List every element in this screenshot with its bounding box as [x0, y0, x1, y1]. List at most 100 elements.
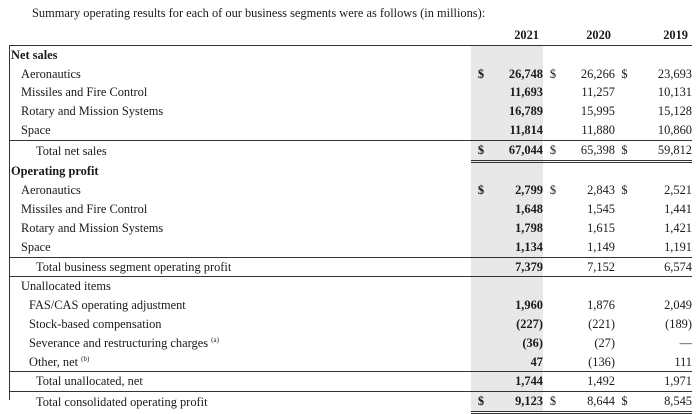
currency-symbol: $	[621, 183, 628, 198]
table-row: Other, net (b) 47 (136) 111	[9, 352, 692, 373]
row-label: Missiles and Fire Control	[21, 202, 148, 217]
value-2020: 1,545	[587, 202, 615, 217]
value-2020: 15,995	[580, 104, 615, 119]
value-2021: (36)	[491, 333, 543, 353]
table-row: Missiles and Fire Control 1,648 1,545 1,…	[9, 200, 692, 219]
value-2021: 16,789	[491, 102, 543, 121]
table-caption: Summary operating results for each of ou…	[32, 6, 486, 20]
value-2021: 1,798	[491, 218, 543, 238]
row-label: Aeronautics	[21, 183, 81, 198]
value-2020: 1,149	[563, 237, 615, 258]
value-2019: (189)	[665, 316, 692, 331]
value-2020: 1,492	[563, 371, 615, 393]
section-left-rule	[9, 157, 10, 269]
value-2019: 10,131	[657, 85, 692, 100]
table-row: Rotary and Mission Systems 1,798 1,615 1…	[9, 218, 692, 238]
section-left-rule	[9, 269, 10, 400]
currency-symbol: $	[615, 140, 634, 163]
currency-symbol: $	[471, 181, 491, 201]
value-2019: 59,812	[634, 140, 692, 163]
value-2020: 26,266	[580, 66, 615, 81]
table-row: Severance and restructuring charges (a) …	[9, 333, 692, 353]
value-2019: 2,521	[664, 183, 692, 198]
row-label: Total business segment operating profit	[9, 257, 471, 278]
value-2021: 2,799	[491, 181, 543, 201]
value-2020: 1,615	[587, 220, 615, 235]
currency-symbol: $	[471, 391, 491, 414]
row-label: Missiles and Fire Control	[21, 85, 148, 100]
table-row: Missiles and Fire Control 11,693 11,257 …	[9, 83, 692, 103]
currency-symbol: $	[621, 66, 628, 81]
value-2021: (227)	[491, 314, 543, 334]
section-heading-row: Operating profit	[9, 161, 692, 182]
table-row: Aeronautics $ 2,799 $ 2,843 $ 2,521	[9, 181, 692, 201]
value-2021: 1,744	[491, 371, 543, 393]
currency-symbol: $	[543, 391, 563, 414]
header-row: 2021 2020 2019	[9, 26, 692, 46]
value-2021: 47	[491, 352, 543, 373]
table-row: Space 11,814 11,880 10,860	[9, 120, 692, 141]
row-label: Total unallocated, net	[9, 371, 471, 393]
total-row: Total unallocated, net 1,744 1,492 1,971	[9, 371, 692, 393]
value-2020: 11,880	[563, 120, 615, 141]
col-header-2021: 2021	[471, 26, 543, 46]
currency-symbol: $	[471, 64, 491, 84]
total-row: Total net sales $ 67,044 $ 65,398 $ 59,8…	[9, 140, 692, 163]
value-2020: 65,398	[563, 140, 615, 163]
table-row: Rotary and Mission Systems 16,789 15,995…	[9, 102, 692, 121]
section-heading-row: Net sales	[9, 45, 692, 65]
footnote-marker: (b)	[81, 354, 90, 363]
value-2020: 2,843	[587, 183, 615, 198]
value-2019: 111	[634, 352, 692, 373]
value-2020: 8,644	[563, 391, 615, 414]
row-label: Rotary and Mission Systems	[21, 104, 164, 119]
value-2020: 11,257	[581, 85, 615, 100]
row-label: Total consolidated operating profit	[36, 394, 208, 409]
value-2021: 9,123	[491, 391, 543, 414]
value-2021: 67,044	[491, 140, 543, 163]
row-label: Space	[9, 120, 471, 141]
total-row: Total business segment operating profit …	[9, 257, 692, 278]
section-heading: Unallocated items	[21, 279, 111, 294]
table-row: FAS/CAS operating adjustment 1,960 1,876…	[9, 296, 692, 315]
row-label: Total net sales	[36, 143, 107, 158]
value-2019: 23,693	[657, 66, 692, 81]
section-heading: Net sales	[11, 47, 58, 62]
value-2020: (221)	[588, 316, 615, 331]
value-2021: 11,814	[491, 120, 543, 141]
table-row: Aeronautics $ 26,748 $ 26,266 $ 23,693	[9, 64, 692, 84]
currency-symbol: $	[543, 140, 563, 163]
value-2019: 1,421	[664, 220, 692, 235]
value-2021: 1,134	[491, 237, 543, 258]
table-row: Stock-based compensation (227) (221) (18…	[9, 314, 692, 334]
value-2019: 1,441	[664, 202, 692, 217]
section-heading: Operating profit	[11, 163, 99, 178]
value-2019: 15,128	[657, 104, 692, 119]
currency-symbol: $	[615, 391, 634, 414]
currency-symbol: $	[549, 66, 557, 81]
row-label: Severance and restructuring charges	[29, 335, 209, 350]
value-2020: 1,876	[587, 298, 615, 313]
value-2019: 6,574	[634, 257, 692, 278]
value-2021: 26,748	[491, 64, 543, 84]
row-label: Other, net	[29, 354, 79, 369]
row-label: Aeronautics	[21, 66, 81, 81]
value-2020: 7,152	[563, 257, 615, 278]
value-2019: 8,545	[634, 391, 692, 414]
value-2019: 10,860	[634, 120, 692, 141]
value-2019: 1,191	[634, 237, 692, 258]
row-label: Rotary and Mission Systems	[21, 220, 164, 235]
col-header-2020: 2020	[543, 26, 615, 46]
currency-symbol: $	[471, 140, 491, 163]
table-row: Space 1,134 1,149 1,191	[9, 237, 692, 258]
col-header-2019: 2019	[615, 26, 692, 46]
value-2020: (27)	[594, 335, 615, 350]
footnote-marker: (a)	[211, 335, 219, 344]
currency-symbol: $	[549, 183, 557, 198]
value-2021: 1,960	[491, 296, 543, 315]
section-heading-row: Unallocated items	[9, 276, 692, 297]
row-label: Space	[9, 237, 471, 258]
row-label: Stock-based compensation	[29, 316, 162, 331]
value-2019: —	[679, 335, 692, 350]
value-2021: 11,693	[491, 83, 543, 103]
